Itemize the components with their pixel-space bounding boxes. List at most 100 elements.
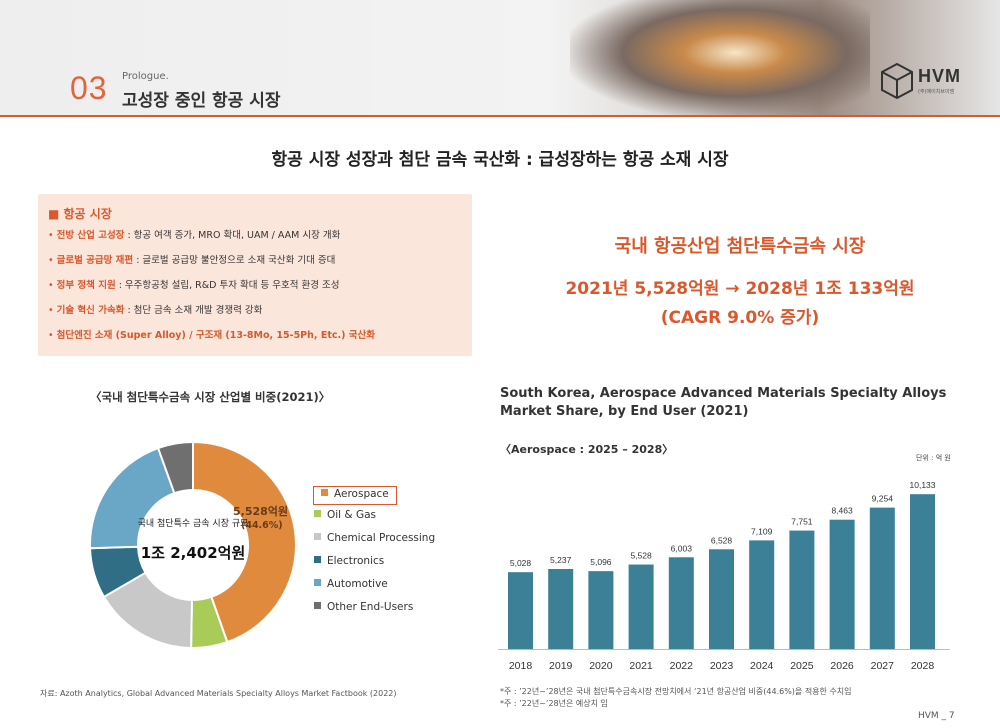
legend-swatch <box>314 510 321 517</box>
bar-2027 <box>869 507 895 649</box>
pie-center-value: 1조 2,402억원 <box>140 544 246 562</box>
legend-item: Automotive <box>314 578 435 601</box>
bar-value-label: 5,028 <box>510 558 532 568</box>
pie-legend: Aerospace Oil & Gas Chemical Processing Ele… <box>313 482 435 624</box>
bar-value-label: 5,096 <box>590 557 612 567</box>
legend-item: Aerospace <box>313 486 397 505</box>
factor-key: 첨단엔진 소재 (Super Alloy) / 구조재 (13-8Mo, 15-… <box>56 330 375 341</box>
factor-key: 전방 산업 고성장 <box>56 230 125 241</box>
bar-chart: 5,028 2018 5,237 2019 5,096 2020 5,528 2021 6,00… <box>498 480 950 672</box>
market-factor-item: • 전방 산업 고성장 : 항공 여객 증가, MRO 확대, UAM / AA… <box>48 229 375 254</box>
legend-swatch <box>314 533 321 540</box>
cube-logo-icon <box>881 62 913 100</box>
legend-swatch <box>314 556 321 563</box>
header-divider <box>0 115 1000 117</box>
bar-2026 <box>829 519 855 649</box>
legend-label: Aerospace <box>334 488 389 500</box>
footnotes: *주 : ’22년~’28년은 국내 첨단특수금속시장 전망치에서 ‘21년 항… <box>500 686 852 710</box>
factor-text: : 글로벌 공급망 불안정으로 소재 국산화 기대 증대 <box>133 255 336 266</box>
logo-text: HVM <box>918 66 961 86</box>
bar-value-label: 8,463 <box>831 506 853 516</box>
bar-2025 <box>789 530 815 649</box>
bullet: • <box>48 255 57 266</box>
section-subtitle: Prologue. <box>122 71 169 82</box>
x-tick-label: 2023 <box>710 660 734 672</box>
bar-value-label: 7,751 <box>791 517 813 527</box>
bar-2020 <box>588 571 614 649</box>
x-tick-label: 2026 <box>830 660 854 672</box>
factor-text: : 항공 여객 증가, MRO 확대, UAM / AAM 시장 개화 <box>124 230 341 241</box>
legend-item: Chemical Processing <box>314 532 435 555</box>
korea-market-cagr: (CAGR 9.0% 증가) <box>660 308 820 328</box>
legend-item: Electronics <box>314 555 435 578</box>
bar-value-label: 5,528 <box>630 551 652 561</box>
legend-label: Oil & Gas <box>327 509 377 521</box>
bar-value-label: 6,003 <box>671 543 693 553</box>
bar-chart-unit: 단위 : 억 원 <box>916 454 951 462</box>
aerospace-slice-value: 5,528억원 <box>233 505 289 518</box>
bar-value-label: 5,237 <box>550 555 572 565</box>
x-tick-label: 2027 <box>871 660 895 672</box>
korea-market-growth: 2021년 5,528억원 → 2028년 1조 133억원 <box>565 279 915 299</box>
factor-key: 정부 정책 지원 <box>56 280 116 291</box>
footnote-1: *주 : ’22년~’28년은 국내 첨단특수금속시장 전망치에서 ‘21년 항… <box>500 687 852 696</box>
korea-market-summary: 국내 항공산업 첨단특수금속 시장 2021년 5,528억원 → 2028년 … <box>490 232 990 328</box>
footnote-2: *주 : ’22년~’28년은 예상치 임 <box>500 699 608 708</box>
bar-value-label: 7,109 <box>751 526 773 536</box>
bar-value-label: 9,254 <box>872 494 894 504</box>
bar-2019 <box>548 568 574 649</box>
bar-value-label: 10,133 <box>910 480 936 490</box>
bar-2024 <box>749 540 775 649</box>
aerospace-slice-pct: (44.6%) <box>241 520 283 531</box>
bar-2021 <box>628 564 654 649</box>
pie-slice-aerospace <box>192 440 297 644</box>
legend-item: Other End-Users <box>314 601 435 624</box>
legend-item: Oil & Gas <box>314 509 435 532</box>
section-number: 03 <box>70 70 108 106</box>
x-tick-label: 2024 <box>750 660 774 672</box>
legend-label: Electronics <box>327 555 385 567</box>
bar-2018 <box>508 572 533 649</box>
x-tick-label: 2028 <box>911 660 935 672</box>
market-factor-item: • 기술 혁신 가속화 : 첨단 금속 소재 개발 경쟁력 강화 <box>48 304 375 329</box>
pie-chart-title: 〈국내 첨단특수금속 시장 산업별 비중(2021)〉 <box>90 390 331 404</box>
page-headline: 항공 시장 성장과 첨단 금속 국산화 : 급성장하는 항공 소재 시장 <box>271 150 729 170</box>
legend-swatch <box>321 489 328 496</box>
page-number: HVM _ 7 <box>918 711 955 721</box>
bullet: • <box>48 280 57 291</box>
factor-text: : 첨단 금속 소재 개발 경쟁력 강화 <box>124 305 263 316</box>
market-factor-item: • 첨단엔진 소재 (Super Alloy) / 구조재 (13-8Mo, 1… <box>48 329 375 354</box>
bullet: • <box>48 230 57 241</box>
pie-chart <box>89 440 297 650</box>
korea-market-title: 국내 항공산업 첨단특수금속 시장 <box>614 236 866 257</box>
bullet: • <box>48 330 57 341</box>
source-note: 자료: Azoth Analytics, Global Advanced Mat… <box>40 689 397 698</box>
legend-label: Automotive <box>327 578 388 590</box>
bar-2023 <box>709 549 734 649</box>
bar-2022 <box>668 557 694 649</box>
x-tick-label: 2021 <box>629 660 653 672</box>
factor-key: 기술 혁신 가속화 <box>56 305 125 316</box>
bar-2028 <box>910 494 935 649</box>
market-box-title: ■ 항공 시장 <box>48 207 112 221</box>
header-photo <box>570 0 870 117</box>
bullet: • <box>48 305 57 316</box>
pie-center-label: 국내 첨단특수 금속 시장 규모 <box>137 519 249 529</box>
bar-value-label: 6,528 <box>711 535 733 545</box>
legend-label: Other End-Users <box>327 601 414 613</box>
bar-chart-subtitle: 〈Aerospace : 2025 – 2028〉 <box>500 443 674 456</box>
pie-slice-other-end-users <box>156 440 194 495</box>
x-tick-label: 2022 <box>670 660 694 672</box>
section-title: 고성장 중인 항공 시장 <box>122 91 281 111</box>
market-factor-item: • 정부 정책 지원 : 우주항공청 설립, R&D 투자 확대 등 우호적 환… <box>48 279 375 304</box>
market-factor-list: • 전방 산업 고성장 : 항공 여객 증가, MRO 확대, UAM / AA… <box>48 229 375 354</box>
legend-label: Chemical Processing <box>327 532 436 544</box>
x-tick-label: 2020 <box>589 660 613 672</box>
header-banner: 03 Prologue. 고성장 중인 항공 시장 HVM (주)에이치브이엠 <box>0 0 1000 117</box>
legend-swatch <box>314 579 321 586</box>
x-tick-label: 2018 <box>509 660 533 672</box>
pie-slice-automotive <box>89 446 176 550</box>
factor-key: 글로벌 공급망 재편 <box>56 255 134 266</box>
factor-text: : 우주항공청 설립, R&D 투자 확대 등 우호적 환경 조성 <box>115 280 340 291</box>
x-tick-label: 2025 <box>790 660 814 672</box>
